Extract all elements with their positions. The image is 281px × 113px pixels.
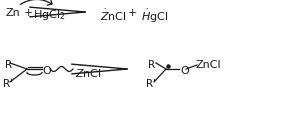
Text: O: O: [180, 65, 189, 75]
Text: R': R': [3, 78, 13, 88]
Text: $\dot{Z}$nCl: $\dot{Z}$nCl: [75, 64, 102, 80]
Text: +: +: [128, 8, 137, 18]
Text: O: O: [42, 65, 51, 75]
Text: HgCl$_2$: HgCl$_2$: [33, 8, 65, 22]
Text: +: +: [24, 8, 33, 18]
Text: R: R: [148, 59, 155, 69]
Text: ZnCl: ZnCl: [196, 59, 222, 69]
Text: Zn: Zn: [5, 8, 20, 18]
Text: $\dot{H}$gCl: $\dot{H}$gCl: [141, 8, 168, 25]
Text: $\dot{Z}$nCl: $\dot{Z}$nCl: [100, 8, 127, 23]
Text: R': R': [146, 78, 156, 88]
Text: R: R: [5, 59, 12, 69]
